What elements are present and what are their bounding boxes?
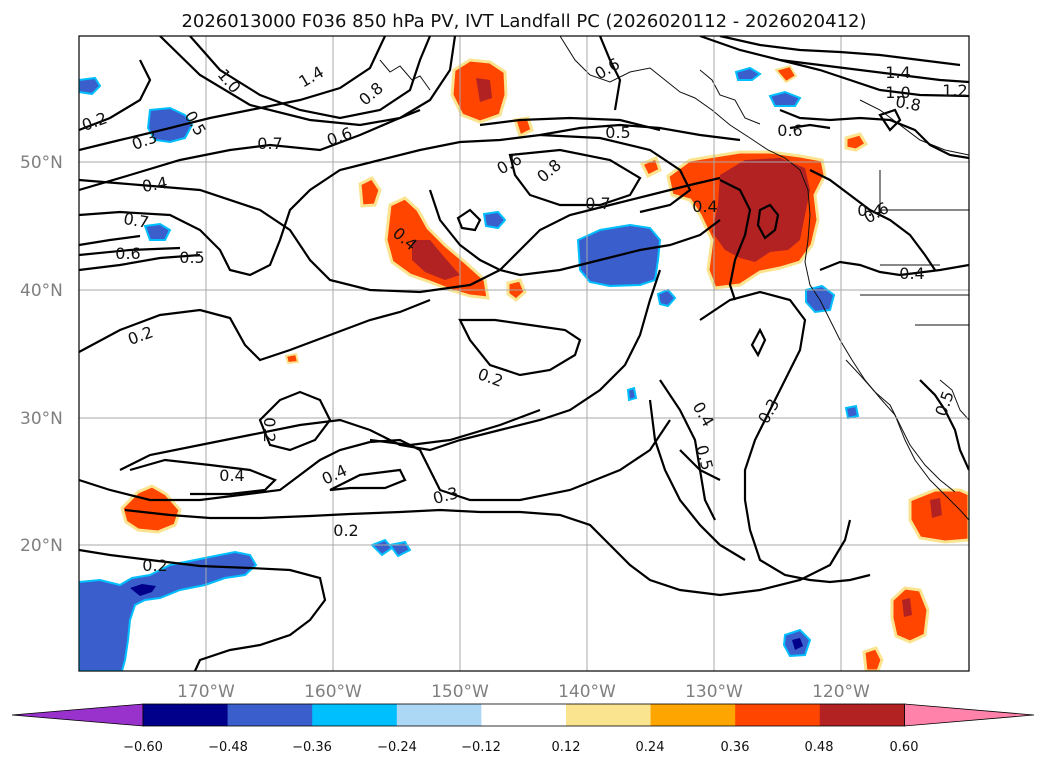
colorbar-box: [819, 704, 905, 726]
contour-label: 0.2: [333, 521, 358, 540]
contour-label: 1.0: [885, 83, 910, 102]
colorbar: [11, 703, 1035, 727]
colorbar-tick-label: −0.60: [123, 740, 163, 755]
colorbar-tick-label: 0.48: [805, 740, 834, 755]
colorbar-tick-label: 0.60: [890, 740, 919, 755]
map-border: [78, 35, 970, 672]
map-title: 2026013000 F036 850 hPa PV, IVT Landfall…: [181, 11, 866, 32]
colorbar-box: [396, 704, 482, 726]
colorbar-extend-low: [11, 703, 144, 727]
lon-label: 170°W: [177, 682, 235, 702]
contour-label: 0.5: [605, 123, 630, 142]
colorbar-tick-label: −0.12: [461, 740, 501, 755]
colorbar-box: [227, 704, 313, 726]
longitude-labels: 170°W 160°W 150°W 140°W 130°W 120°W: [177, 682, 870, 702]
colorbar-ticks: −0.60 −0.48 −0.36 −0.24 −0.12 0.12 0.24 …: [123, 740, 918, 755]
lat-label: 20°N: [20, 536, 63, 556]
contour-label: 0.5: [179, 248, 204, 267]
colorbar-box: [312, 704, 398, 726]
colorbar-box: [650, 704, 736, 726]
contour-label: 0.6: [777, 121, 802, 140]
coastlines: [379, 36, 969, 521]
colorbar-tick-label: 0.36: [721, 740, 750, 755]
colorbar-tick-label: 0.24: [636, 740, 665, 755]
lon-label: 140°W: [558, 682, 616, 702]
lon-label: 150°W: [431, 682, 489, 702]
colorbar-tick-label: 0.12: [552, 740, 581, 755]
contour-label: 0.2: [142, 556, 167, 575]
lon-label: 160°W: [304, 682, 362, 702]
contour-label: 0.7: [585, 194, 610, 213]
colorbar-box: [143, 704, 229, 726]
contour-label: 1.4: [885, 63, 910, 82]
latitude-labels: 50°N 40°N 30°N 20°N: [20, 153, 63, 556]
colorbar-extend-high: [904, 703, 1035, 727]
colorbar-tick-label: −0.36: [292, 740, 332, 755]
contour-label: 0.7: [122, 209, 150, 232]
lon-label: 130°W: [685, 682, 743, 702]
colorbar-box: [735, 704, 821, 726]
contour-label: 0.2: [260, 417, 279, 442]
lon-label: 120°W: [812, 682, 870, 702]
colorbar-outline: [142, 703, 905, 727]
contour-label: 0.4: [899, 264, 924, 283]
contour-label: 0.4: [692, 197, 717, 216]
map-panel: 0.20.31.0 1.40.80.7 0.60.40.50.60.80.50.71…: [79, 36, 969, 671]
lat-label: 50°N: [20, 153, 63, 173]
contour-label: 0.4: [141, 173, 169, 196]
contour-label: 0.7: [257, 134, 282, 153]
contour-label: 0.4: [219, 466, 244, 485]
colorbar-box: [481, 704, 567, 726]
colorbar-tick-label: −0.24: [377, 740, 417, 755]
colorbar-tick-label: −0.48: [208, 740, 248, 755]
contour-label: 0.4: [857, 201, 882, 220]
contour-label: 0.8: [894, 92, 922, 115]
colorbar-box: [566, 704, 652, 726]
contour-label: 0.6: [115, 244, 140, 263]
lat-label: 30°N: [20, 409, 63, 429]
pc-contours: [79, 36, 969, 671]
contour-label: 1.2: [942, 81, 967, 100]
lat-label: 40°N: [20, 281, 63, 301]
